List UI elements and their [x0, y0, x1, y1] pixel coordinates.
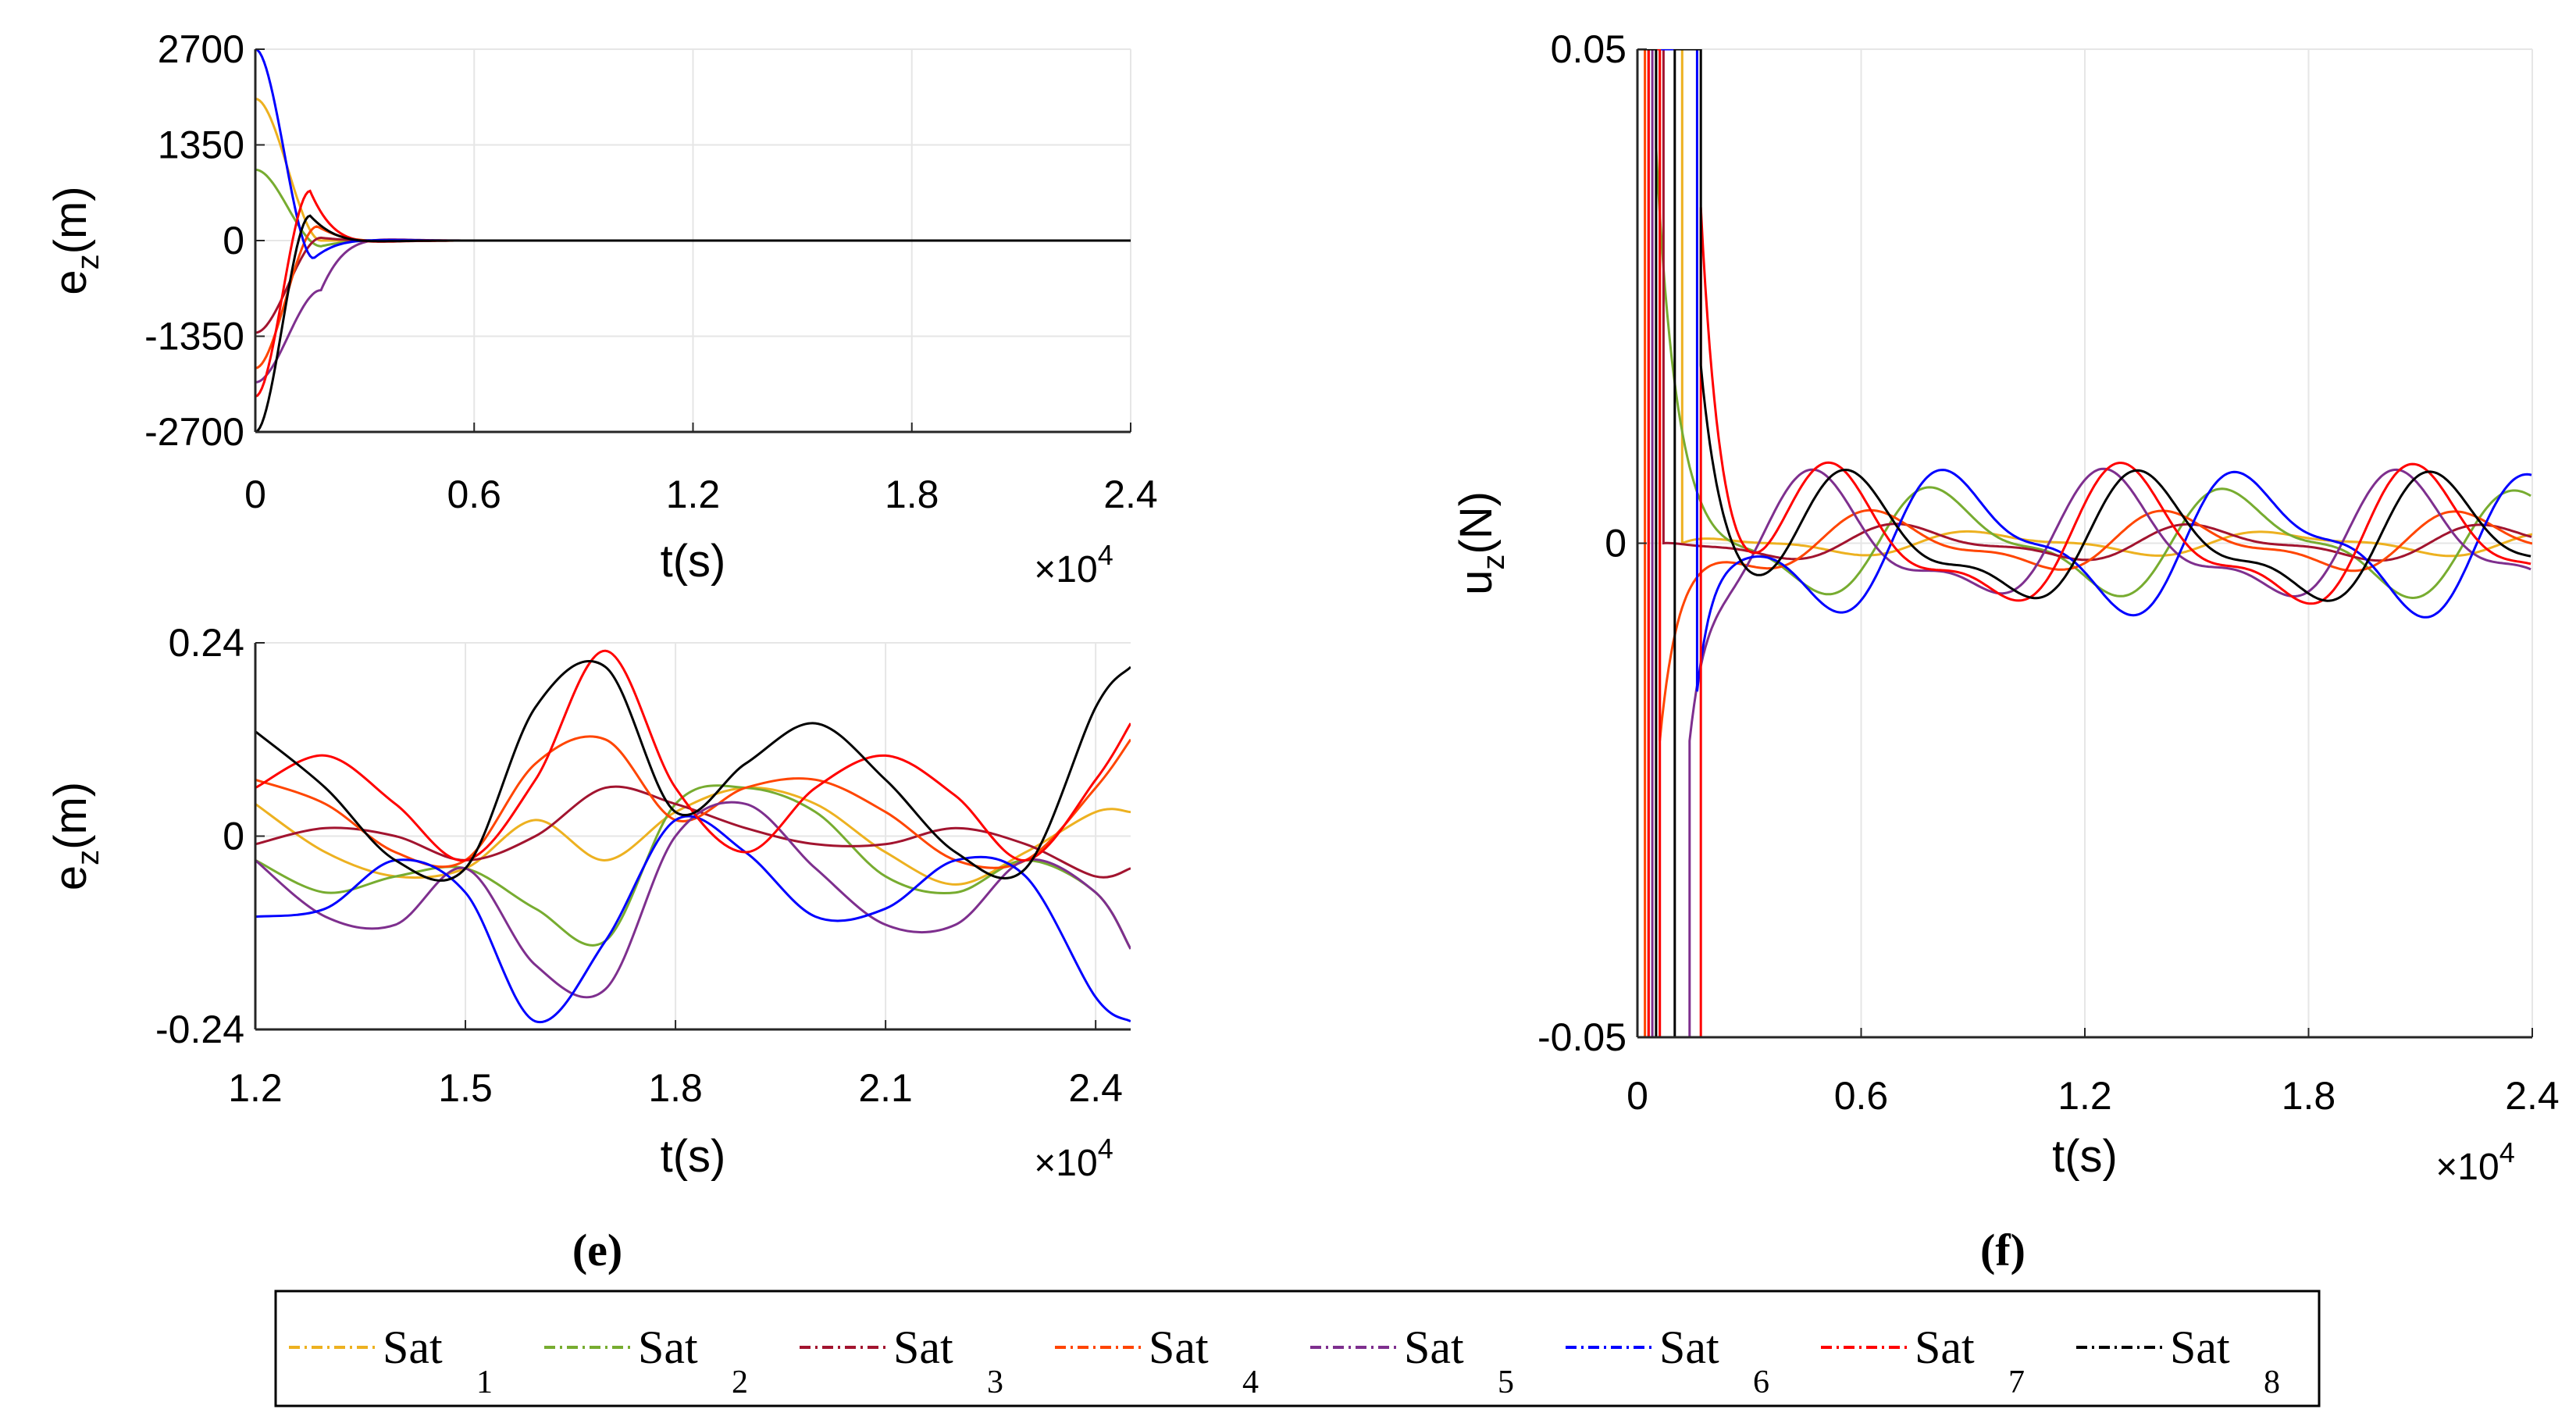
- chart-bottom-left: 1.2 1.5 1.8 2.1 2.4 0.24 0 -0.24 t(s) ×104 ez(m): [45, 621, 1131, 1184]
- series-group: [1637, 49, 2532, 1037]
- x-tick-label: 2.4: [1068, 1066, 1123, 1110]
- legend-label: Sat: [1404, 1322, 1464, 1373]
- series-line-sat-6: [1637, 49, 2532, 692]
- legend-item-sat-4: Sat 4: [1055, 1322, 1259, 1400]
- legend-item-sat-2: Sat 2: [544, 1322, 748, 1400]
- x-tick-label: 1.2: [666, 473, 721, 516]
- legend-label: Sat: [638, 1322, 698, 1373]
- x-tick-label: 1.2: [2058, 1074, 2112, 1118]
- x-axis-label: t(s): [661, 1131, 726, 1182]
- legend-index: 6: [1753, 1365, 1769, 1400]
- x-axis-label: t(s): [661, 536, 726, 587]
- caption-f: (f): [1980, 1225, 2026, 1275]
- y-tick-label: -1350: [144, 315, 244, 359]
- legend: Sat 1 Sat 2 Sat 3 Sat 4 Sat 5 Sat 6 Sat 7 Sat 8: [274, 1290, 2321, 1407]
- caption-e: (e): [572, 1225, 622, 1275]
- legend-label: Sat: [893, 1322, 953, 1373]
- x-tick-label: 2.4: [1103, 473, 1158, 516]
- series-line-sat-6: [255, 815, 1131, 1024]
- y-tick-label: 0: [223, 219, 244, 262]
- x-tick-label: 1.8: [648, 1066, 703, 1110]
- y-tick-label: 0.24: [169, 621, 244, 665]
- x-multiplier: ×104: [1034, 1133, 1113, 1184]
- legend-item-sat-5: Sat 5: [1310, 1322, 1514, 1400]
- y-tick-label: -0.24: [155, 1008, 244, 1051]
- legend-label: Sat: [2170, 1322, 2230, 1373]
- series-group: [255, 49, 1131, 432]
- legend-label: Sat: [1915, 1322, 1975, 1373]
- y-tick-label: -0.05: [1537, 1015, 1626, 1059]
- y-tick-label: 0: [223, 815, 244, 858]
- x-tick-label: 0: [244, 473, 266, 516]
- x-multiplier: ×104: [2435, 1136, 2514, 1188]
- series-line-sat-8: [1637, 49, 2531, 1037]
- series-group: [255, 649, 1131, 1024]
- legend-index: 7: [2008, 1365, 2025, 1400]
- y-tick-label: 0.05: [1551, 27, 1626, 71]
- legend-item-sat-8: Sat 8: [2076, 1322, 2280, 1400]
- x-tick-label: 0.6: [1834, 1074, 1889, 1118]
- y-tick-label: 2700: [158, 27, 244, 71]
- chart-top-left: 0 0.6 1.2 1.8 2.4 2700 1350 0 -1350 -2700 t(s) ×104…: [45, 27, 1158, 590]
- series-line-sat-8: [255, 214, 1131, 432]
- legend-index: 4: [1242, 1365, 1259, 1400]
- series-line-sat-8: [255, 660, 1131, 882]
- x-multiplier: ×104: [1034, 539, 1113, 590]
- y-axis-label: ez(m): [45, 782, 105, 890]
- legend-item-sat-7: Sat 7: [1821, 1322, 2025, 1400]
- x-tick-label: 1.5: [438, 1066, 493, 1110]
- series-line-sat-3: [1637, 49, 2532, 1037]
- legend-item-sat-3: Sat 3: [800, 1322, 1003, 1400]
- y-tick-label: -2700: [144, 410, 244, 454]
- legend-item-sat-6: Sat 6: [1566, 1322, 1769, 1400]
- x-tick-label: 1.8: [2282, 1074, 2336, 1118]
- series-line-sat-7: [1637, 49, 2531, 1037]
- legend-index: 1: [476, 1365, 493, 1400]
- x-axis-label: t(s): [2052, 1131, 2118, 1182]
- legend-item-sat-1: Sat 1: [289, 1322, 493, 1400]
- y-tick-label: 1350: [158, 123, 244, 167]
- legend-label: Sat: [1149, 1322, 1209, 1373]
- legend-index: 8: [2264, 1365, 2280, 1400]
- x-tick-label: 2.1: [858, 1066, 913, 1110]
- series-line-sat-7: [255, 649, 1131, 862]
- x-tick-label: 0: [1626, 1074, 1648, 1118]
- legend-index: 2: [732, 1365, 748, 1400]
- y-axis-label: uz(N): [1451, 491, 1511, 595]
- x-tick-label: 1.8: [885, 473, 939, 516]
- series-line-sat-5: [255, 801, 1131, 999]
- legend-index: 3: [987, 1365, 1003, 1400]
- y-axis-label: ez(m): [45, 186, 105, 294]
- legend-index: 5: [1498, 1365, 1514, 1400]
- x-tick-label: 0.6: [447, 473, 501, 516]
- x-tick-label: 1.2: [228, 1066, 283, 1110]
- series-line-sat-4: [1637, 49, 2532, 1037]
- y-tick-label: 0: [1605, 522, 1626, 565]
- legend-label: Sat: [1659, 1322, 1719, 1373]
- legend-label: Sat: [383, 1322, 443, 1373]
- series-line-sat-1: [255, 786, 1131, 886]
- x-tick-label: 2.4: [2505, 1074, 2560, 1118]
